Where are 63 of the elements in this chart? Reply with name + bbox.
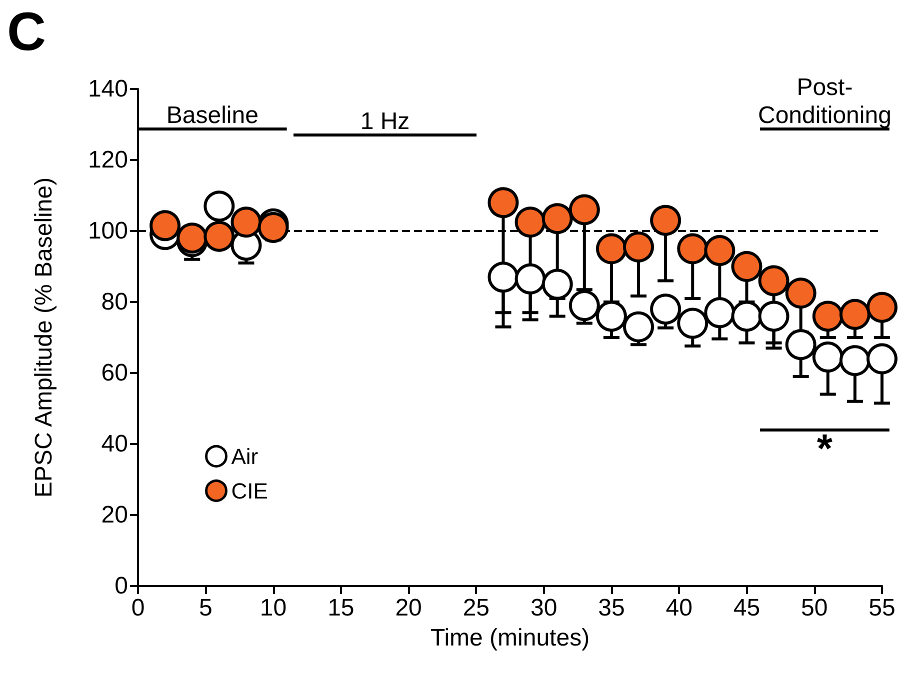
legend-label: Air — [231, 444, 258, 469]
point — [596, 300, 627, 332]
point — [488, 262, 519, 293]
y-tick-label: 120 — [88, 146, 128, 174]
point — [785, 329, 816, 360]
point — [542, 268, 573, 300]
x-tick-label: 50 — [801, 594, 828, 622]
x-tick-label: 45 — [733, 594, 760, 622]
point — [514, 263, 546, 294]
x-tick-label: 20 — [395, 594, 422, 622]
legend-label: CIE — [231, 478, 268, 504]
annotation: Post-Conditioning — [758, 74, 892, 129]
point — [731, 251, 762, 282]
annotation: Baseline — [166, 102, 258, 129]
x-tick-label: 10 — [260, 594, 287, 622]
point — [542, 203, 573, 234]
y-tick-label: 140 — [88, 76, 128, 102]
x-tick-label: 40 — [666, 594, 692, 622]
point — [839, 345, 870, 376]
y-tick-label: 40 — [101, 430, 128, 458]
point — [488, 187, 519, 218]
point — [812, 300, 844, 332]
x-tick-label: 5 — [198, 594, 212, 622]
x-tick-label: 55 — [868, 594, 896, 622]
y-tick-label: 20 — [101, 502, 128, 528]
point — [150, 210, 181, 242]
y-tick-label: 100 — [88, 218, 128, 244]
point — [812, 342, 844, 373]
point — [204, 190, 235, 222]
point — [568, 194, 600, 226]
x-tick-label: 15 — [328, 594, 354, 622]
y-tick-label: 60 — [101, 360, 128, 386]
x-tick-label: 35 — [598, 594, 625, 622]
point — [731, 300, 762, 332]
x-tick-label: 0 — [131, 594, 145, 622]
point — [677, 308, 708, 339]
chart-title: C — [7, 2, 46, 62]
point — [204, 220, 235, 252]
point — [758, 265, 790, 296]
point — [785, 278, 816, 309]
point — [866, 292, 898, 323]
x-axis-title: Time (minutes) — [430, 624, 590, 652]
point — [514, 206, 546, 238]
x-tick-label: 30 — [530, 594, 558, 622]
point — [704, 297, 736, 328]
point — [623, 311, 654, 342]
annotation: 1 Hz — [360, 108, 410, 135]
y-axis-title: EPSC Amplitude (% Baseline) — [30, 177, 58, 498]
x-tick-label: 25 — [462, 594, 490, 622]
point — [623, 231, 654, 262]
annotation: * — [816, 427, 833, 471]
point — [568, 290, 600, 322]
point — [839, 298, 870, 330]
y-tick-label: 0 — [114, 572, 128, 600]
point — [866, 343, 898, 374]
point — [230, 206, 262, 238]
point — [704, 235, 736, 266]
point — [650, 294, 682, 325]
point — [677, 233, 708, 264]
point — [650, 204, 682, 236]
point — [596, 233, 627, 264]
point — [758, 300, 790, 332]
y-tick-label: 80 — [101, 288, 128, 316]
